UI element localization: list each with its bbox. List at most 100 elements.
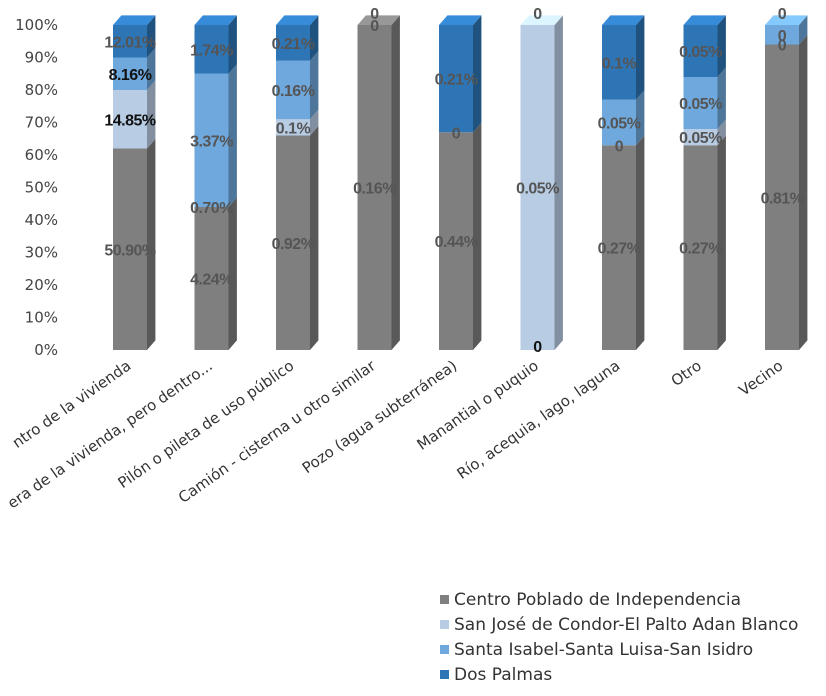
bar-top [439,15,482,25]
y-tick-label: 60% [25,146,58,164]
bar-segment-side [473,122,482,351]
bar-segment [439,25,473,133]
bar-segment-side [717,15,726,77]
data-label: 3.37% [190,133,233,150]
bar-stack [194,15,237,350]
bar-segment [765,44,799,350]
y-tick-label: 20% [25,276,58,294]
bar-segment-side [147,138,156,350]
legend-swatch [440,595,449,604]
bar-segment-side [147,47,156,90]
bar-segment [276,25,310,61]
bar-segment [113,148,147,350]
bar-segment [194,25,229,74]
bar-stack [683,15,726,350]
bar-top [276,15,319,25]
x-tick-label: Pozo (agua subterránea) [299,357,460,478]
data-labels: 50.90% 14.85% 8.16% 12.01% 4.24% 0.70% 3.37% 1.… [104,6,804,356]
data-label: 0 [615,138,624,155]
data-label: 14.85% [104,112,156,129]
bar-segment [113,57,147,90]
bar-segment [276,135,310,350]
data-label: 0.1% [602,55,637,72]
bar-top [113,15,156,25]
legend-label: San José de Condor-El Palto Adan Blanco [454,615,798,635]
bar-segment [276,60,310,120]
bar-top [357,15,400,25]
bar-segment-side [636,15,645,100]
data-label: 0.05% [598,116,641,133]
bar-segment [520,25,555,350]
bar-segment-side [228,15,237,74]
data-label: 0 [778,6,787,23]
data-label: 0.05% [679,130,722,147]
bar-segment-side [636,90,645,146]
bar-segment-side [717,135,726,350]
bar-segment-side [799,15,808,45]
bar-segment [602,145,636,350]
bar-stack [357,15,400,351]
data-label: 0 [533,6,542,23]
data-label: 0.16% [353,181,396,198]
y-tick-label: 30% [25,244,58,262]
data-label: 0 [452,125,461,142]
bar-top [520,15,563,25]
y-tick-label: 50% [25,179,58,197]
bar-stack [113,15,156,350]
bar-segment-side [717,67,726,129]
y-tick-label: 80% [25,81,58,99]
bar-segment [683,145,718,350]
bars [113,15,808,351]
bar-top [194,15,237,25]
data-label: 0.27% [598,241,641,258]
bar-segment-side [310,15,319,61]
data-label: 0.44% [435,234,478,251]
bar-segment [113,25,147,58]
y-tick-label: 10% [25,309,58,327]
bar-top [602,15,645,25]
data-label: 0.05% [679,44,722,61]
legend-label: Santa Isabel-Santa Luisa-San Isidro [454,640,753,660]
data-label: 0 [778,38,787,55]
bar-stack [520,15,563,351]
bar-segment [602,99,636,146]
data-label: 0.21% [435,72,478,89]
legend-swatch [440,620,449,629]
y-tick-label: 90% [25,49,58,67]
bar-segment [683,77,718,129]
bar-segment-side [310,51,319,120]
data-label: 8.16% [109,67,152,84]
data-label: 0.16% [272,83,315,100]
x-tick-label: Vecino [735,357,786,400]
bar-segment-side [147,80,156,149]
bar-segment [602,25,636,100]
data-label: 0 [370,6,379,23]
legend-label: Centro Poblado de Independencia [454,590,741,610]
data-label: 50.90% [104,242,156,259]
y-tick-label: 70% [25,114,58,132]
bar-segment [357,25,392,350]
data-label: 0.05% [516,181,559,198]
x-tick-label: Río, acequia, lago, laguna [454,357,624,483]
data-label: 0.92% [272,236,315,253]
legend-label: Dos Palmas [454,665,552,685]
y-tick-label: 0% [34,341,58,359]
bar-segment [765,25,799,45]
bar-segment-side [636,135,645,350]
legend-swatch [440,670,449,679]
legend: Centro Poblado de Independencia San José … [440,590,798,685]
bar-segment-side [473,15,482,133]
data-label: 0.21% [272,36,315,53]
bar-segment-side [228,197,237,350]
bar-segment-side [554,15,563,351]
data-label: 0 [778,28,787,45]
bar-segment [683,25,718,77]
data-label: 0.81% [761,190,804,207]
bar-segment [113,90,147,149]
bar-top [765,15,808,25]
bar-stack [765,15,808,351]
bar-segment-side [310,125,319,351]
bar-segment [194,73,229,207]
